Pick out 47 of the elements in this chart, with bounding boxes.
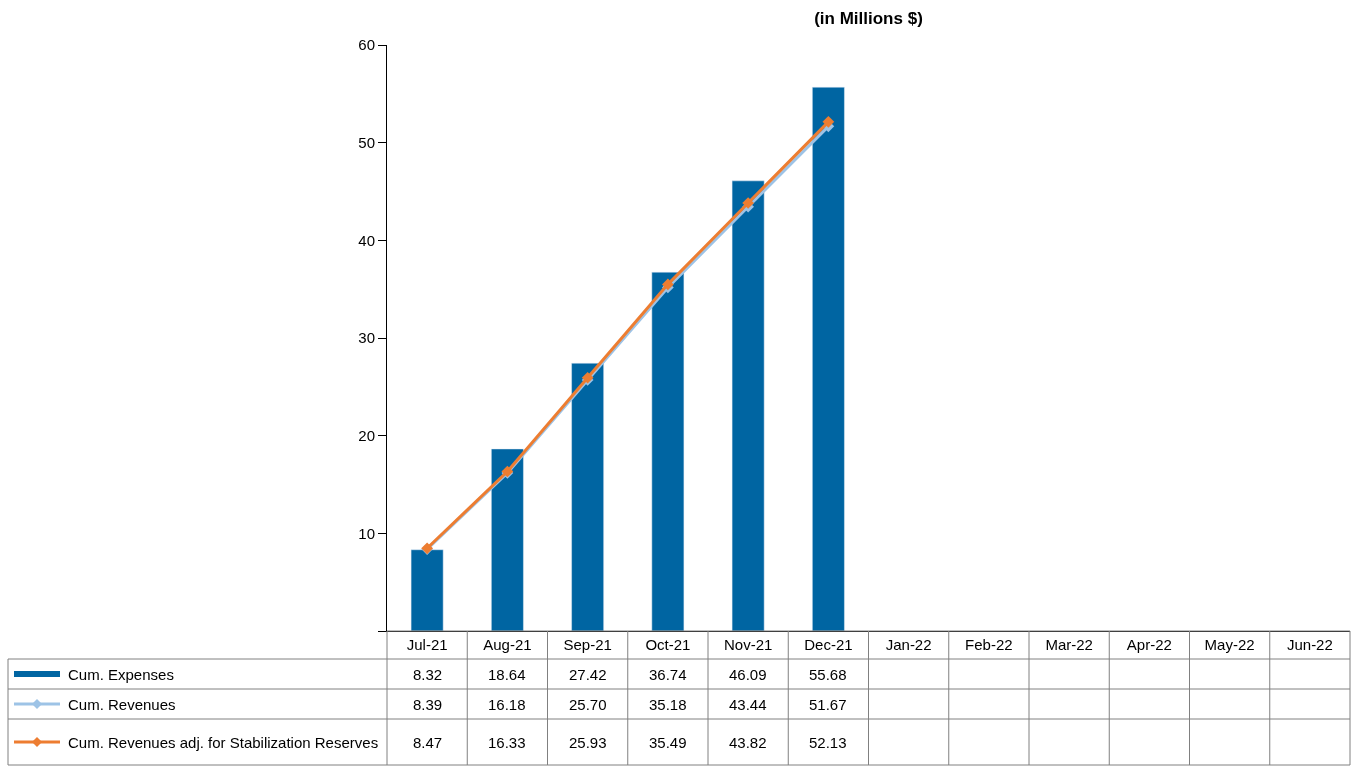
- x-tick-label: Dec-21: [804, 636, 853, 653]
- x-tick-label: Jan-22: [885, 636, 932, 653]
- x-tick-label: Nov-21: [723, 636, 773, 653]
- x-tick-label: May-22: [1204, 636, 1255, 653]
- y-tick-label: 20: [358, 426, 375, 444]
- bar: [571, 362, 604, 631]
- y-tick-label: 10: [358, 524, 375, 542]
- bar: [651, 271, 685, 631]
- data-label: 18.64: [488, 666, 526, 683]
- y-tick-label: 50: [358, 133, 375, 151]
- data-label: 35.49: [649, 734, 687, 751]
- data-label: 52.13: [809, 734, 847, 751]
- data-label: 43.44: [729, 696, 767, 713]
- y-tick-label: 60: [358, 36, 375, 54]
- data-label: 55.68: [809, 666, 847, 683]
- data-label: 8.32: [413, 666, 443, 683]
- data-label: 8.47: [413, 734, 443, 751]
- legend-label: Cum. Expenses: [68, 666, 174, 683]
- data-label: 25.70: [569, 696, 607, 713]
- point: [822, 116, 835, 128]
- chart-title: (in Millions $): [814, 8, 923, 28]
- y-tick-label: 40: [358, 231, 375, 249]
- x-tick-label: Aug-21: [483, 636, 532, 653]
- data-label: 16.18: [488, 696, 526, 713]
- data-label: 46.09: [729, 666, 767, 683]
- data-label: 43.82: [729, 734, 767, 751]
- data-label: 36.74: [649, 666, 687, 683]
- data-label: 35.18: [649, 696, 687, 713]
- x-tick-label: Feb-22: [965, 636, 1013, 653]
- data-label: 25.93: [569, 734, 607, 751]
- legend-label: Cum. Revenues adj. for Stabilization Reserves: [68, 734, 379, 751]
- x-tick-label: Oct-21: [645, 636, 691, 653]
- legend-label: Cum. Revenues: [68, 696, 176, 713]
- data-label: 8.39: [413, 696, 443, 713]
- data-label: 16.33: [488, 734, 526, 751]
- x-tick-label: Jul-21: [406, 636, 448, 653]
- x-tick-label: Mar-22: [1045, 636, 1093, 653]
- y-tick-label: 30: [358, 329, 375, 347]
- x-tick-label: Sep-21: [563, 636, 612, 653]
- x-tick-label: Apr-22: [1126, 636, 1172, 653]
- x-tick-label: Jun-22: [1286, 636, 1333, 653]
- bar: [491, 448, 524, 631]
- data-label: 51.67: [809, 696, 847, 713]
- data-label: 27.42: [569, 666, 607, 683]
- bar: [410, 549, 444, 631]
- bar: [812, 86, 845, 631]
- bar: [731, 180, 765, 631]
